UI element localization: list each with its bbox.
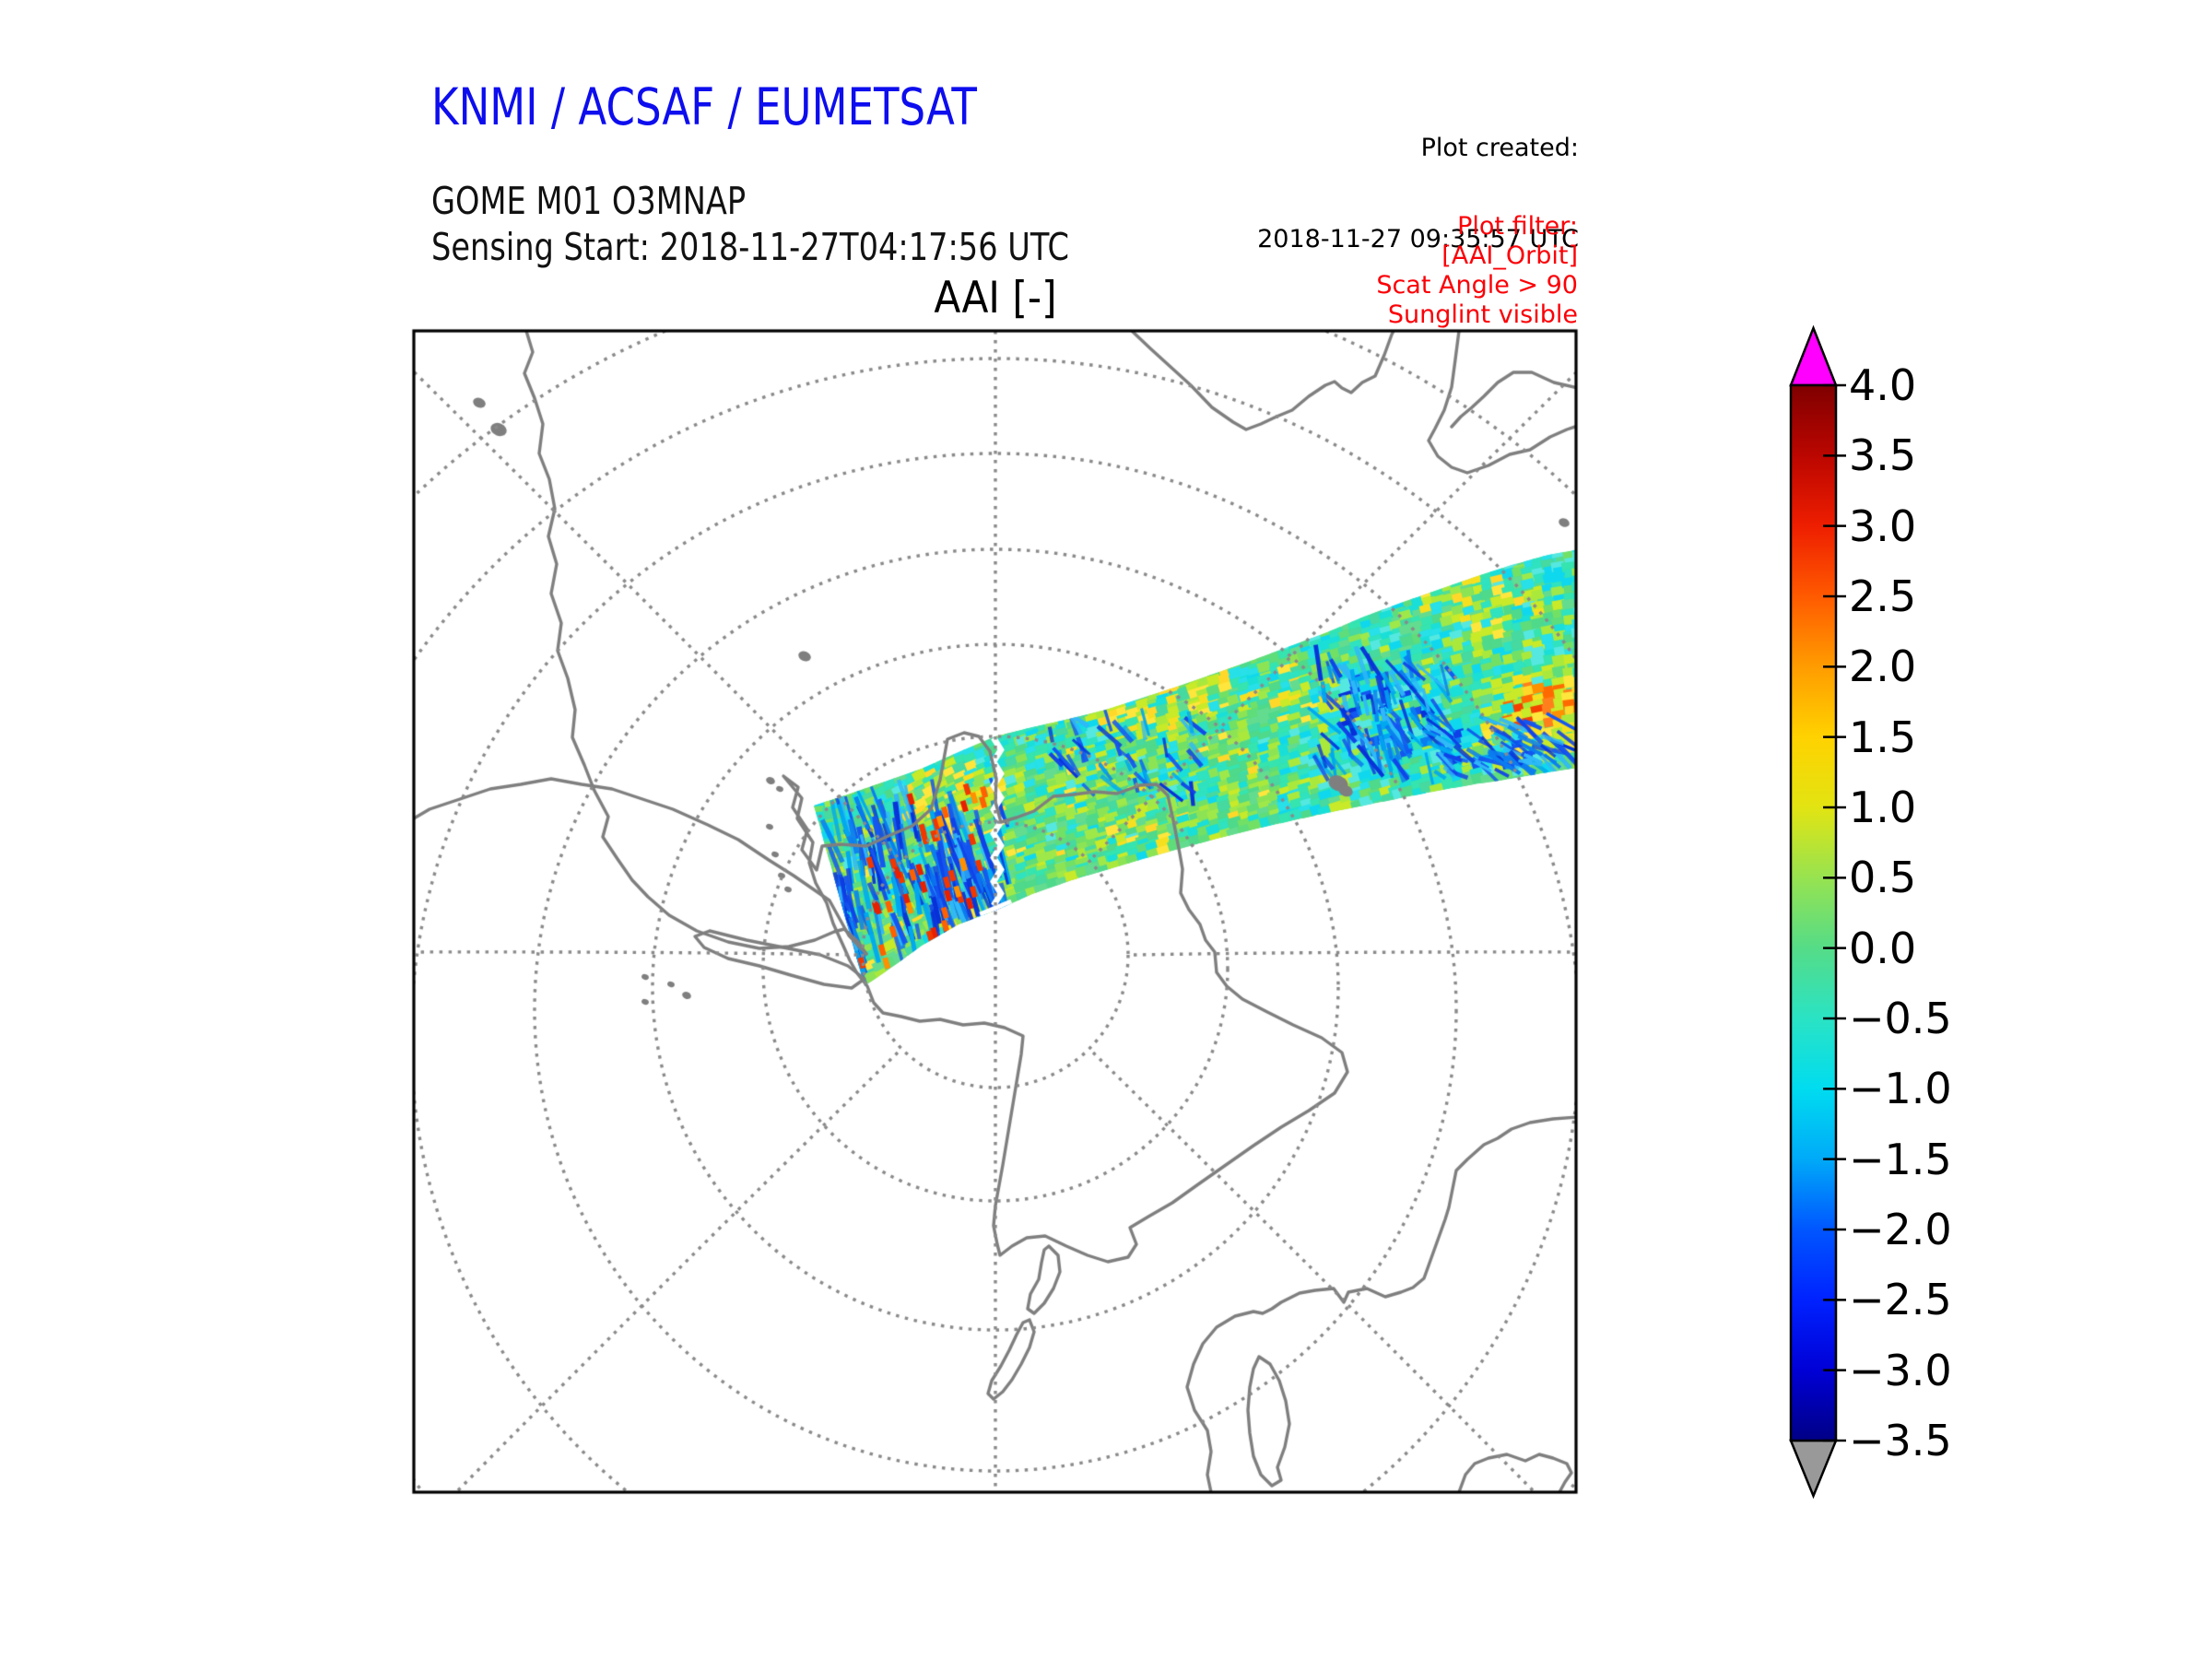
plot-created-time: 2018-11-27 09:35:57 UTC [1257, 225, 1579, 253]
plot-title: AAI [-] [934, 273, 1057, 324]
plot-filter-line-3: Sunglint visible [1387, 300, 1578, 329]
colorbar-tick-label-−1.0: −1.0 [1849, 1064, 1952, 1114]
plot-created-block: Plot created: 2018-11-27 09:35:57 UTC [1257, 72, 1579, 315]
plot-filter-line-0: Plot filter: [1457, 212, 1578, 241]
colorbar-tick-label-1.5: 1.5 [1849, 712, 1917, 762]
colorbar-tick-label-−2.5: −2.5 [1849, 1275, 1952, 1325]
colorbar-tick-label-−0.5: −0.5 [1849, 994, 1952, 1043]
colorbar [1789, 324, 1846, 1500]
colorbar-tick-label-4.0: 4.0 [1849, 360, 1917, 410]
colorbar-under-arrow [1789, 1439, 1838, 1500]
colorbar-over-arrow [1789, 324, 1838, 387]
colorbar-tick-label-2.5: 2.5 [1849, 571, 1917, 621]
colorbar-tick-label-0.0: 0.0 [1849, 923, 1917, 973]
product-title: GOME M01 O3MNAP [431, 179, 747, 223]
plot-filter-line-2: Scat Angle > 90 [1376, 271, 1578, 300]
colorbar-tick-label-1.0: 1.0 [1849, 782, 1917, 832]
plot-created-label: Plot created: [1420, 134, 1579, 162]
colorbar-tick-label-3.0: 3.0 [1849, 500, 1917, 551]
colorbar-tick-label-3.5: 3.5 [1849, 430, 1917, 481]
plot-filter-line-1: [AAI_Orbit] [1441, 241, 1578, 270]
colorbar-tick-label-−1.5: −1.5 [1849, 1134, 1952, 1184]
colorbar-tick-label-−3.5: −3.5 [1849, 1416, 1952, 1465]
colorbar-tick-label-2.0: 2.0 [1849, 641, 1917, 692]
org-title: KNMI / ACSAF / EUMETSAT [431, 77, 977, 136]
colorbar-ticks [1823, 383, 1846, 1442]
plot-filter-block: Plot filter: [AAI_Orbit] Scat Angle > 90 Su… [1376, 212, 1578, 330]
colorbar-tick-label-−3.0: −3.0 [1849, 1345, 1952, 1395]
colorbar-tick-label-−2.0: −2.0 [1849, 1205, 1952, 1254]
sensing-start-label: Sensing Start: 2018-11-27T04:17:56 UTC [431, 225, 1069, 269]
colorbar-gradient-bar [1789, 383, 1838, 1442]
colorbar-tick-label-0.5: 0.5 [1849, 853, 1917, 903]
